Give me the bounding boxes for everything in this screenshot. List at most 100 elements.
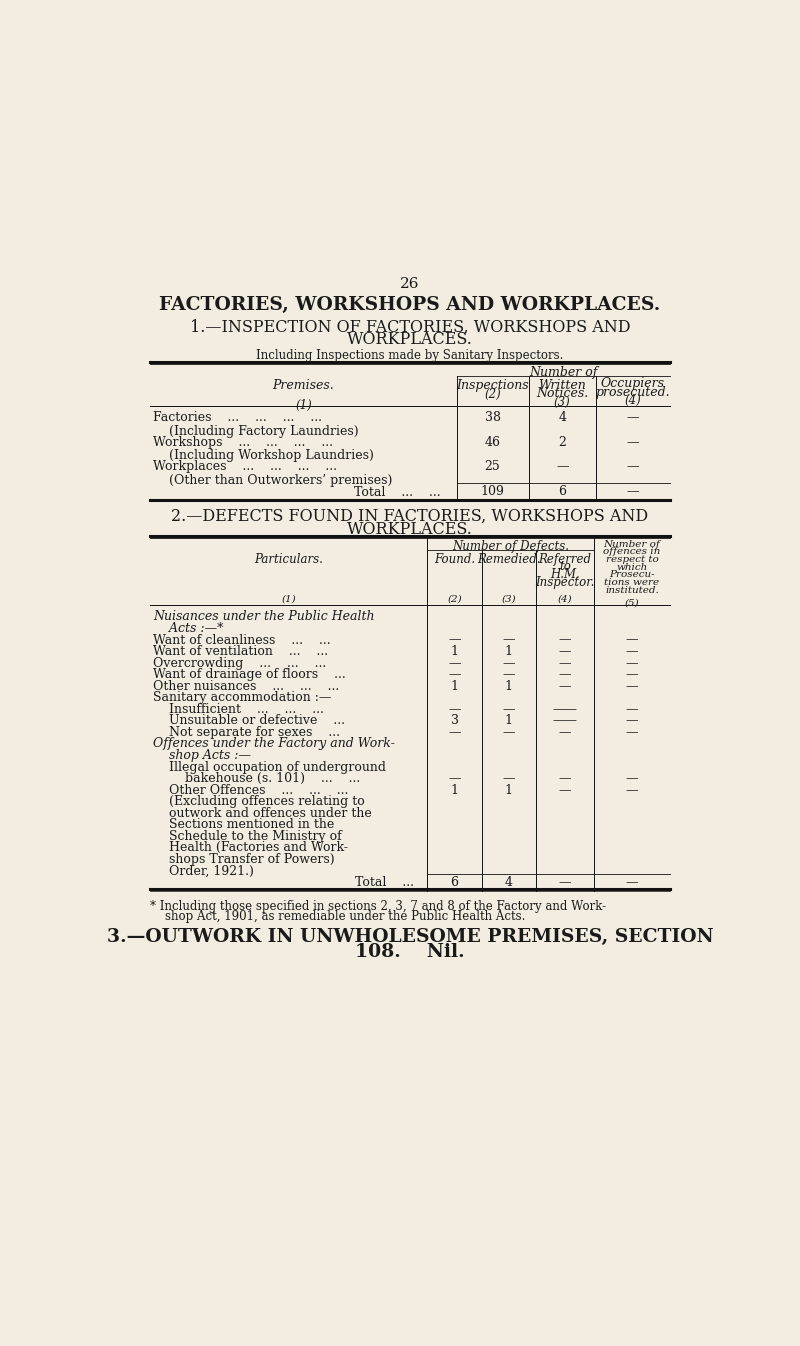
Text: —: — xyxy=(448,773,461,785)
Text: —: — xyxy=(626,876,638,890)
Text: —: — xyxy=(558,725,571,739)
Text: —: — xyxy=(448,725,461,739)
Text: —: — xyxy=(558,657,571,669)
Text: outwork and offences under the: outwork and offences under the xyxy=(154,806,372,820)
Text: 25: 25 xyxy=(485,460,501,474)
Text: 26: 26 xyxy=(400,277,420,291)
Text: —: — xyxy=(448,668,461,681)
Text: Offences under the Factory and Work-: Offences under the Factory and Work- xyxy=(154,738,395,751)
Text: Remedied.: Remedied. xyxy=(477,553,541,565)
Text: —: — xyxy=(502,773,515,785)
Text: Notices.: Notices. xyxy=(536,388,589,400)
Text: Insufficient    ...    ...    ...: Insufficient ... ... ... xyxy=(154,703,324,716)
Text: Acts :—*: Acts :—* xyxy=(154,622,224,635)
Text: —: — xyxy=(626,485,639,498)
Text: —: — xyxy=(502,657,515,669)
Text: —: — xyxy=(626,634,638,646)
Text: Inspections: Inspections xyxy=(456,378,529,392)
Text: Want of drainage of floors    ...: Want of drainage of floors ... xyxy=(154,668,346,681)
Text: 38: 38 xyxy=(485,411,501,424)
Text: —: — xyxy=(626,645,638,658)
Text: 109: 109 xyxy=(481,485,505,498)
Text: (Other than Outworkers’ premises): (Other than Outworkers’ premises) xyxy=(154,474,393,487)
Text: instituted.: instituted. xyxy=(605,586,659,595)
Text: 3: 3 xyxy=(450,715,458,727)
Text: Sanitary accommodation :—: Sanitary accommodation :— xyxy=(154,692,332,704)
Text: —: — xyxy=(626,773,638,785)
Text: 108.    Nil.: 108. Nil. xyxy=(355,944,465,961)
Text: —: — xyxy=(626,657,638,669)
Text: 1: 1 xyxy=(505,680,513,693)
Text: ——: —— xyxy=(553,703,578,716)
Text: 4: 4 xyxy=(558,411,566,424)
Text: —: — xyxy=(558,773,571,785)
Text: Workplaces    ...    ...    ...    ...: Workplaces ... ... ... ... xyxy=(154,460,338,474)
Text: —: — xyxy=(558,680,571,693)
Text: which: which xyxy=(617,563,648,572)
Text: shop Acts :—: shop Acts :— xyxy=(154,748,251,762)
Text: Other nuisances    ...    ...    ...: Other nuisances ... ... ... xyxy=(154,680,340,693)
Text: —: — xyxy=(626,725,638,739)
Text: Illegal occupation of underground: Illegal occupation of underground xyxy=(154,760,386,774)
Text: (1): (1) xyxy=(282,595,296,603)
Text: WORKPLACES.: WORKPLACES. xyxy=(347,331,473,347)
Text: WORKPLACES.: WORKPLACES. xyxy=(347,521,473,538)
Text: —: — xyxy=(626,715,638,727)
Text: 2.—DEFECTS FOUND IN FACTORIES, WORKSHOPS AND: 2.—DEFECTS FOUND IN FACTORIES, WORKSHOPS… xyxy=(171,507,649,525)
Text: Overcrowding    ...    ...    ...: Overcrowding ... ... ... xyxy=(154,657,326,669)
Text: —: — xyxy=(502,725,515,739)
Text: 1: 1 xyxy=(450,645,458,658)
Text: Referred: Referred xyxy=(538,553,591,565)
Text: bakehouse (s. 101)    ...    ...: bakehouse (s. 101) ... ... xyxy=(154,773,361,785)
Text: 1: 1 xyxy=(505,783,513,797)
Text: (Including Workshop Laundries): (Including Workshop Laundries) xyxy=(154,450,374,463)
Text: 1: 1 xyxy=(450,680,458,693)
Text: —: — xyxy=(502,634,515,646)
Text: Including Inspections made by Sanitary Inspectors.: Including Inspections made by Sanitary I… xyxy=(256,350,564,362)
Text: shop Act, 1901, as remediable under the Public Health Acts.: shop Act, 1901, as remediable under the … xyxy=(150,910,526,923)
Text: Total    ...    ...: Total ... ... xyxy=(354,486,441,498)
Text: Factories    ...    ...    ...    ...: Factories ... ... ... ... xyxy=(154,411,322,424)
Text: —: — xyxy=(448,657,461,669)
Text: 1.—INSPECTION OF FACTORIES, WORKSHOPS AND: 1.—INSPECTION OF FACTORIES, WORKSHOPS AN… xyxy=(190,319,630,335)
Text: Found.: Found. xyxy=(434,553,475,565)
Text: Prosecu-: Prosecu- xyxy=(610,571,655,579)
Text: 3.—OUTWORK IN UNWHOLESOME PREMISES, SECTION: 3.—OUTWORK IN UNWHOLESOME PREMISES, SECT… xyxy=(106,927,714,946)
Text: —: — xyxy=(626,436,639,448)
Text: —: — xyxy=(558,668,571,681)
Text: —: — xyxy=(626,680,638,693)
Text: H.M.: H.M. xyxy=(550,568,580,581)
Text: 6: 6 xyxy=(450,876,458,890)
Text: Number of Defects.: Number of Defects. xyxy=(452,540,570,553)
Text: (Including Factory Laundries): (Including Factory Laundries) xyxy=(154,425,359,437)
Text: (5): (5) xyxy=(625,599,639,608)
Text: (4): (4) xyxy=(625,394,641,406)
Text: Not separate for sexes    ...: Not separate for sexes ... xyxy=(154,725,341,739)
Text: Health (Factories and Work-: Health (Factories and Work- xyxy=(154,841,349,855)
Text: Unsuitable or defective    ...: Unsuitable or defective ... xyxy=(154,715,346,727)
Text: —: — xyxy=(558,634,571,646)
Text: Workshops    ...    ...    ...    ...: Workshops ... ... ... ... xyxy=(154,436,334,448)
Text: shops Transfer of Powers): shops Transfer of Powers) xyxy=(154,853,335,865)
Text: —: — xyxy=(626,783,638,797)
Text: Want of ventilation    ...    ...: Want of ventilation ... ... xyxy=(154,645,329,658)
Text: 1: 1 xyxy=(505,715,513,727)
Text: —: — xyxy=(558,876,571,890)
Text: FACTORIES, WORKSHOPS AND WORKPLACES.: FACTORIES, WORKSHOPS AND WORKPLACES. xyxy=(159,296,661,314)
Text: —: — xyxy=(558,645,571,658)
Text: prosecuted.: prosecuted. xyxy=(595,385,670,398)
Text: (3): (3) xyxy=(554,396,570,409)
Text: Number of: Number of xyxy=(604,540,661,549)
Text: (2): (2) xyxy=(447,595,462,603)
Text: 46: 46 xyxy=(485,436,501,448)
Text: tions were: tions were xyxy=(605,577,659,587)
Text: Total    ...: Total ... xyxy=(355,876,414,890)
Text: Other Offences    ...    ...    ...: Other Offences ... ... ... xyxy=(154,783,349,797)
Text: (3): (3) xyxy=(502,595,516,603)
Text: —: — xyxy=(502,668,515,681)
Text: (2): (2) xyxy=(484,388,501,401)
Text: Premises.: Premises. xyxy=(273,378,334,392)
Text: to: to xyxy=(559,560,571,573)
Text: —: — xyxy=(626,411,639,424)
Text: Want of cleanliness    ...    ...: Want of cleanliness ... ... xyxy=(154,634,331,646)
